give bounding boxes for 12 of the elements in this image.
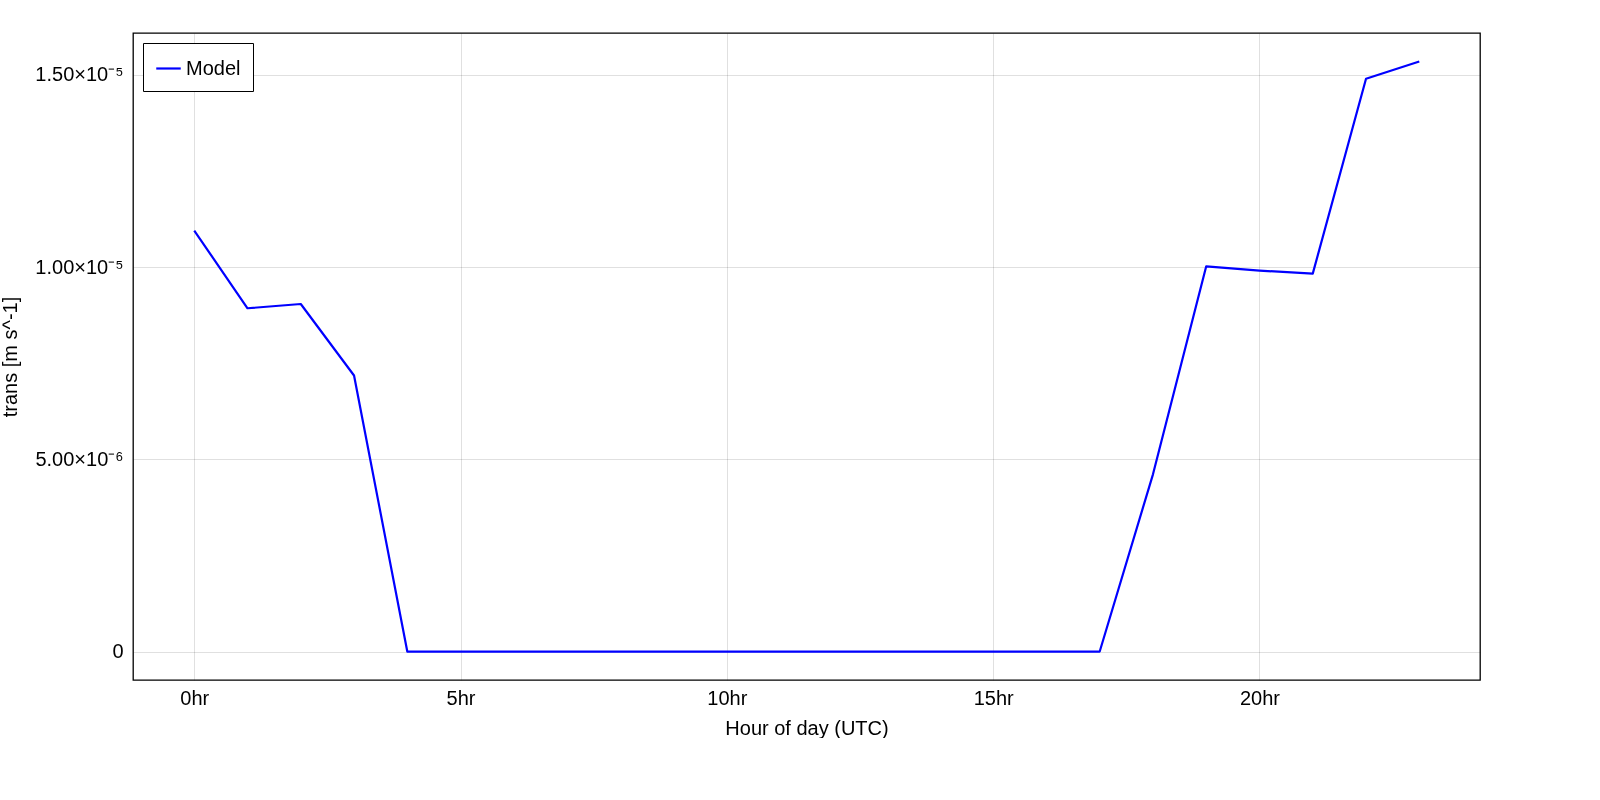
x-tick-label: 5hr bbox=[446, 686, 476, 709]
x-tick-label: 10hr bbox=[707, 686, 748, 709]
x-tick-label: 15hr bbox=[973, 686, 1015, 709]
legend-label: Model bbox=[186, 56, 241, 79]
y-tick-label: 1.50×10⁻⁵ bbox=[35, 63, 124, 86]
y-tick-label: 0 bbox=[112, 640, 124, 663]
x-tick-label: 0hr bbox=[180, 686, 210, 709]
x-tick-label: 20hr bbox=[1239, 686, 1281, 709]
x-axis-title: Hour of day (UTC) bbox=[725, 716, 889, 739]
y-tick-label: 1.00×10⁻⁵ bbox=[35, 255, 124, 278]
y-tick-label: 5.00×10⁻⁶ bbox=[35, 447, 124, 470]
y-axis-title: trans [m s^-1] bbox=[0, 296, 22, 418]
